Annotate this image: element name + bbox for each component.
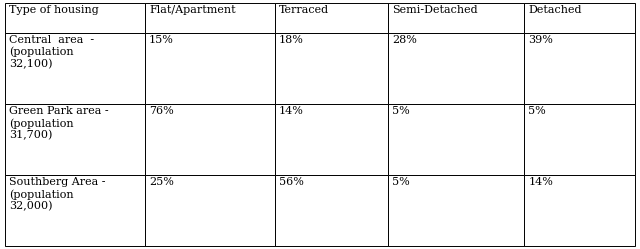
Text: Green Park area -
(population
31,700): Green Park area - (population 31,700): [9, 106, 109, 140]
Text: 14%: 14%: [528, 177, 553, 187]
Text: 5%: 5%: [528, 106, 546, 116]
Bar: [5, 175, 145, 246]
Text: Semi-Detached: Semi-Detached: [392, 5, 477, 15]
Text: 76%: 76%: [149, 106, 174, 116]
Bar: [275, 104, 388, 175]
Bar: [145, 104, 275, 175]
Bar: [5, 104, 145, 175]
Bar: [524, 175, 635, 246]
Bar: [275, 33, 388, 104]
Bar: [5, 33, 145, 104]
Text: Terraced: Terraced: [279, 5, 329, 15]
Text: 25%: 25%: [149, 177, 174, 187]
Text: 5%: 5%: [392, 106, 410, 116]
Text: Detached: Detached: [528, 5, 582, 15]
Text: 5%: 5%: [392, 177, 410, 187]
Bar: [524, 33, 635, 104]
Bar: [145, 175, 275, 246]
Text: Type of housing: Type of housing: [9, 5, 99, 15]
Bar: [388, 3, 524, 33]
Text: Southberg Area -
(population
32,000): Southberg Area - (population 32,000): [9, 177, 106, 212]
Bar: [524, 3, 635, 33]
Text: 56%: 56%: [279, 177, 303, 187]
Bar: [388, 33, 524, 104]
Text: Flat/Apartment: Flat/Apartment: [149, 5, 236, 15]
Text: 15%: 15%: [149, 35, 174, 45]
Text: 39%: 39%: [528, 35, 553, 45]
Text: 18%: 18%: [279, 35, 303, 45]
Text: 14%: 14%: [279, 106, 303, 116]
Bar: [388, 104, 524, 175]
Bar: [275, 3, 388, 33]
Bar: [275, 175, 388, 246]
Bar: [145, 33, 275, 104]
Text: Central  area  -
(population
32,100): Central area - (population 32,100): [9, 35, 94, 69]
Bar: [524, 104, 635, 175]
Bar: [388, 175, 524, 246]
Bar: [145, 3, 275, 33]
Bar: [5, 3, 145, 33]
Text: 28%: 28%: [392, 35, 417, 45]
